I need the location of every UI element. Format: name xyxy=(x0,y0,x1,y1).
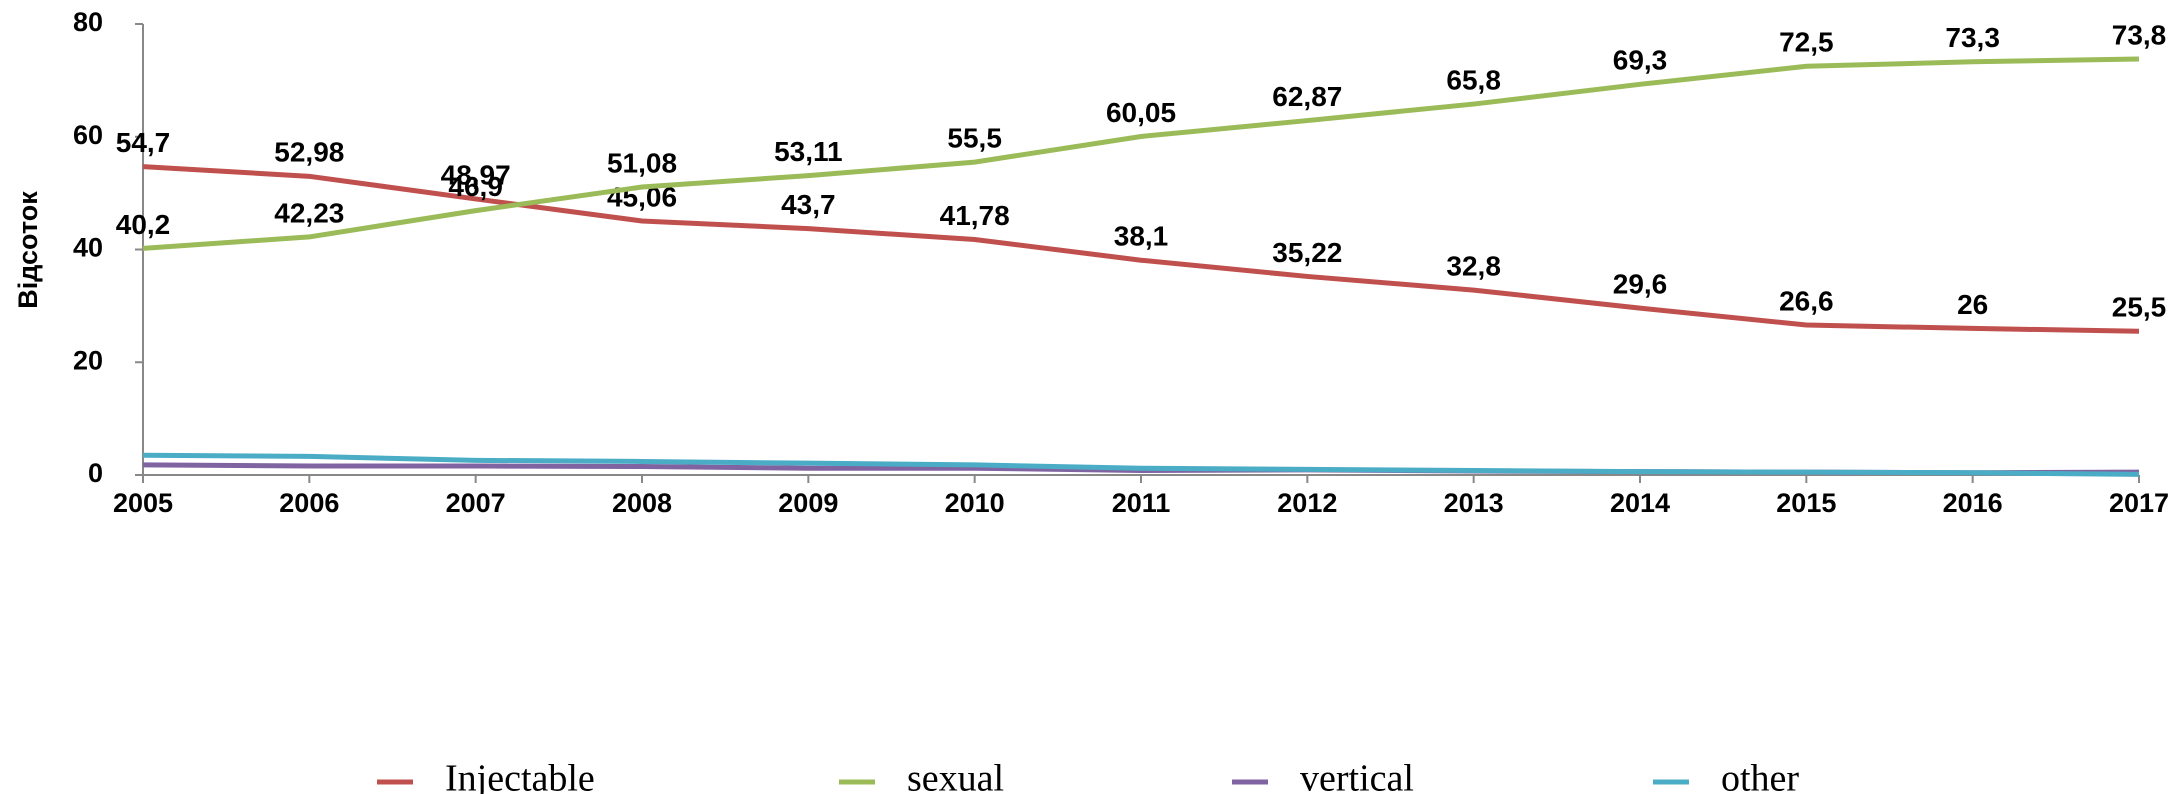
x-tick-label: 2010 xyxy=(945,488,1005,518)
value-label: 46,9 xyxy=(448,171,503,202)
legend-label: other xyxy=(1721,758,1799,794)
x-tick-label: 2012 xyxy=(1277,488,1337,518)
value-label: 43,7 xyxy=(781,189,836,220)
value-label: 35,22 xyxy=(1272,237,1342,268)
x-tick-label: 2011 xyxy=(1112,488,1171,518)
value-label: 48,97 xyxy=(441,159,511,190)
value-label: 51,08 xyxy=(607,147,677,178)
value-label: 65,8 xyxy=(1446,64,1501,95)
series-line xyxy=(142,164,2140,334)
value-label: 53,11 xyxy=(774,136,843,167)
value-label: 54,7 xyxy=(116,127,171,158)
x-tick-label: 2016 xyxy=(1943,488,2003,518)
value-label: 62,87 xyxy=(1272,81,1342,112)
value-label: 41,78 xyxy=(940,200,1010,231)
x-tick-label: 2005 xyxy=(113,488,173,518)
value-label: 40,2 xyxy=(116,209,171,240)
value-label: 25,5 xyxy=(2112,292,2167,323)
y-tick-label: 0 xyxy=(88,458,103,488)
x-tick-label: 2009 xyxy=(778,488,838,518)
y-tick-label: 60 xyxy=(73,120,103,150)
value-label: 69,3 xyxy=(1613,45,1668,76)
value-label: 26,6 xyxy=(1779,285,1834,316)
legend-label: sexual xyxy=(907,758,1004,794)
y-axis-label: Відсоток xyxy=(13,191,43,309)
y-tick-label: 80 xyxy=(73,7,103,37)
y-tick-label: 20 xyxy=(73,345,103,375)
y-tick-label: 40 xyxy=(73,233,103,263)
value-label: 52,98 xyxy=(274,137,344,168)
value-label: 73,8 xyxy=(2112,19,2167,50)
value-label: 32,8 xyxy=(1446,250,1501,281)
x-tick-label: 2013 xyxy=(1444,488,1504,518)
value-label: 26 xyxy=(1957,289,1988,320)
series-line xyxy=(142,452,2140,477)
value-label: 55,5 xyxy=(947,123,1002,154)
value-label: 60,05 xyxy=(1106,97,1176,128)
x-tick-label: 2014 xyxy=(1610,488,1670,518)
value-label: 72,5 xyxy=(1779,27,1834,58)
series-line xyxy=(142,56,2140,251)
x-tick-label: 2007 xyxy=(446,488,506,518)
value-label: 38,1 xyxy=(1114,221,1169,252)
x-tick-label: 2008 xyxy=(612,488,672,518)
legend-label: vertical xyxy=(1300,758,1414,794)
x-tick-label: 2006 xyxy=(279,488,339,518)
value-label: 42,23 xyxy=(274,197,344,228)
x-tick-label: 2017 xyxy=(2109,488,2169,518)
legend-label: Injectable xyxy=(445,758,595,794)
value-label: 29,6 xyxy=(1613,269,1668,300)
value-label: 73,3 xyxy=(1945,22,2000,53)
x-tick-label: 2015 xyxy=(1776,488,1836,518)
